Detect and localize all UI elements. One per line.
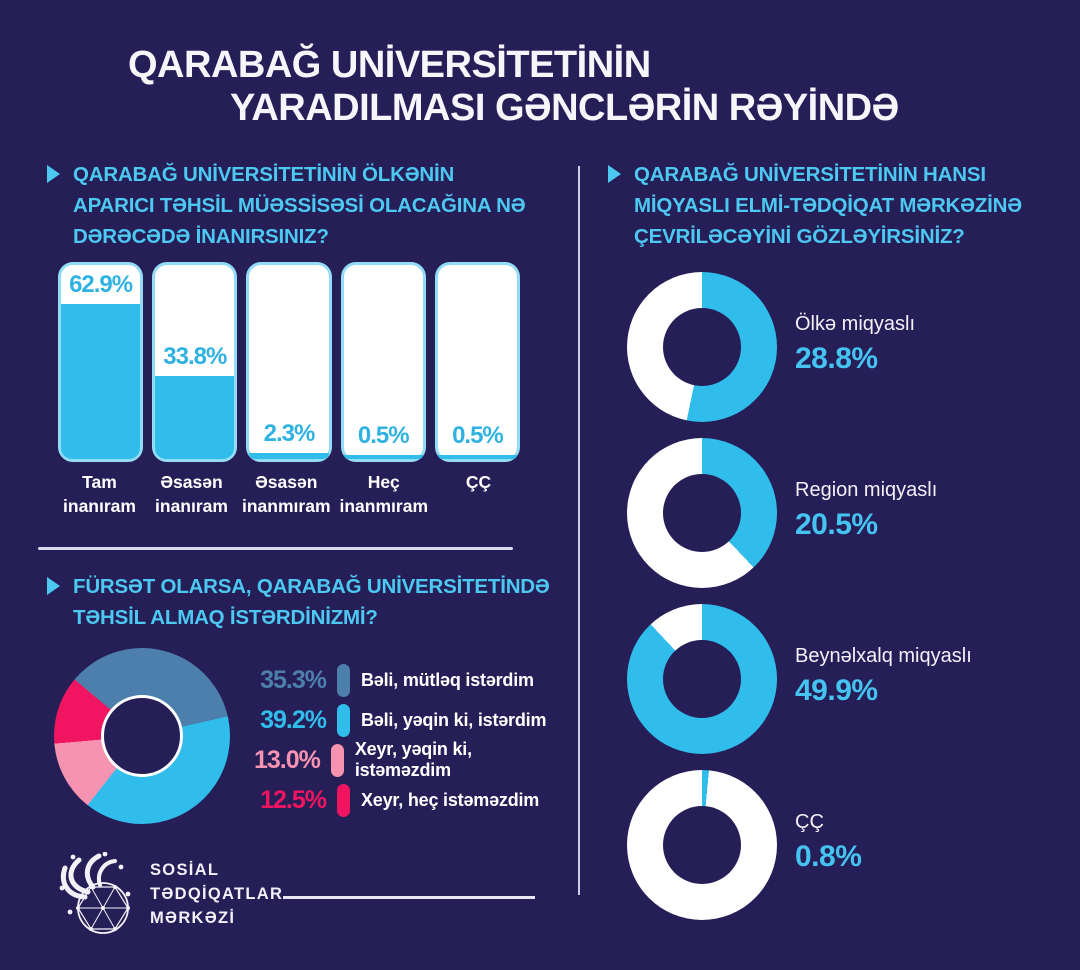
bar-fill (343, 455, 423, 459)
question-scale: QARABAĞ UNİVERSİTETİNİN HANSI MİQYASLI E… (608, 160, 1048, 252)
bar-4: 0.5% (434, 262, 521, 462)
donut-info-2: Beynəlxalq miqyaslı 49.9% (795, 644, 1055, 708)
donut-info-0: Ölkə miqyaslı 28.8% (795, 312, 1055, 376)
donut-value-label: 0.8% (795, 840, 862, 873)
bar-fill (61, 304, 141, 459)
donut-category-label: ÇÇ (795, 811, 824, 833)
legend-row: 35.3% Bəli, mütləq istərdim (246, 660, 556, 700)
donut-category-label: Region miqyaslı (795, 479, 938, 501)
logo-line: MƏRKƏZİ (150, 908, 236, 927)
donut-hole (663, 806, 741, 884)
legend-label: Xeyr, heç istəməzdim (361, 789, 540, 810)
legend-row: 39.2% Bəli, yəqin ki, istərdim (246, 700, 556, 740)
donut-info-3: ÇÇ 0.8% (795, 810, 1055, 874)
scale-donut-3 (627, 770, 777, 920)
donut-info-1: Region miqyaslı 20.5% (795, 478, 1055, 542)
donut-hole (663, 308, 741, 386)
donut-value-label: 49.9% (795, 674, 878, 707)
logo-line: SOSİAL (150, 861, 220, 880)
triangle-bullet-icon (47, 165, 60, 183)
bar-category-label: Əsasən inanmıram (242, 472, 331, 516)
legend-color-pill (337, 783, 350, 817)
question-study: FÜRSƏT OLARSA, QARABAĞ UNİVERSİTETİNDƏ T… (47, 572, 557, 634)
donut-category-label: Beynəlxalq miqyaslı (795, 645, 972, 667)
bar-category-label: Əsasən inanıram (155, 472, 228, 516)
legend-percent: 39.2% (260, 705, 327, 734)
belief-bar-chart: 62.9% 33.8% 2.3% 0.5% 0.5% (58, 262, 521, 462)
stm-bird-emblem-icon (59, 852, 131, 934)
donut-hole (663, 640, 741, 718)
legend-label: Bəli, yəqin ki, istərdim (361, 709, 547, 730)
bar-1: 33.8% (152, 262, 238, 462)
donut-hole (663, 474, 741, 552)
legend-percent: 12.5% (260, 785, 327, 814)
triangle-bullet-icon (47, 577, 60, 595)
donut-category-label: Ölkə miqyaslı (795, 313, 916, 335)
triangle-bullet-icon (608, 165, 621, 183)
legend-percent: 13.0% (253, 745, 321, 774)
study-pie-chart (54, 648, 230, 824)
bar-value-label: 62.9% (69, 271, 133, 298)
scale-donut-1 (627, 438, 777, 588)
bar-value-label: 33.8% (163, 342, 227, 370)
question-belief-text: QARABAĞ UNİVERSİTETİNİN ÖLKƏNİN APARICI … (73, 163, 526, 248)
logo-text: SOSİAL TƏDQİQATLAR MƏRKƏZİ (150, 859, 283, 931)
question-belief: QARABAĞ UNİVERSİTETİNİN ÖLKƏNİN APARICI … (47, 160, 527, 252)
bar-value-label: 0.5% (357, 422, 410, 449)
bar-value-label: 2.3% (263, 420, 316, 448)
bar-2: 2.3% (246, 262, 332, 462)
question-scale-text: QARABAĞ UNİVERSİTETİNİN HANSI MİQYASLI E… (634, 163, 1022, 248)
study-legend: 35.3% Bəli, mütləq istərdim 39.2% Bəli, yəq… (246, 660, 556, 820)
bar-category-label: Heç inanmıram (339, 472, 429, 516)
legend-row: 12.5% Xeyr, heç istəməzdim (246, 780, 556, 820)
donut-value-label: 28.8% (795, 342, 878, 375)
bar-0: 62.9% (58, 262, 144, 462)
bar-value-label: 0.5% (452, 422, 504, 449)
bar-fill (437, 455, 518, 459)
bar-fill (155, 375, 235, 459)
legend-label: Xeyr, yəqin ki, istəməzdim (354, 739, 472, 780)
page-title-line2: YARADILMASI GƏNCLƏRİN RƏYİNDƏ (230, 86, 899, 129)
legend-color-pill (330, 743, 344, 777)
logo-line: TƏDQİQATLAR (150, 885, 284, 904)
legend-color-pill (337, 703, 350, 737)
bar-3: 0.5% (340, 262, 426, 462)
page-title: QARABAĞ UNİVERSİTETİNİN YARADILMASI GƏNC… (128, 44, 899, 130)
scale-donut-0 (627, 272, 777, 422)
vertical-divider (578, 166, 580, 895)
footer-divider-line (283, 896, 535, 899)
legend-row: 13.0% Xeyr, yəqin ki, istəməzdim (246, 739, 556, 780)
legend-label: Bəli, mütləq istərdim (361, 669, 534, 690)
bar-fill (249, 453, 329, 459)
question-study-text: FÜRSƏT OLARSA, QARABAĞ UNİVERSİTETİNDƏ T… (73, 575, 550, 629)
legend-color-pill (337, 663, 350, 697)
bar-category-label: Tam inanıram (63, 472, 136, 516)
page-title-line1: QARABAĞ UNİVERSİTETİNİN (128, 44, 651, 86)
belief-bar-labels: Tam inanıram Əsasən inanıram Əsasən inanmı… (58, 471, 520, 518)
scale-donut-2 (627, 604, 777, 754)
logo: SOSİAL TƏDQİQATLAR MƏRKƏZİ (58, 852, 283, 938)
donut-value-label: 20.5% (795, 508, 878, 541)
horizontal-divider (38, 547, 513, 550)
bar-category-label: ÇÇ (465, 472, 492, 492)
legend-percent: 35.3% (260, 665, 327, 694)
pie-hole (101, 695, 183, 777)
